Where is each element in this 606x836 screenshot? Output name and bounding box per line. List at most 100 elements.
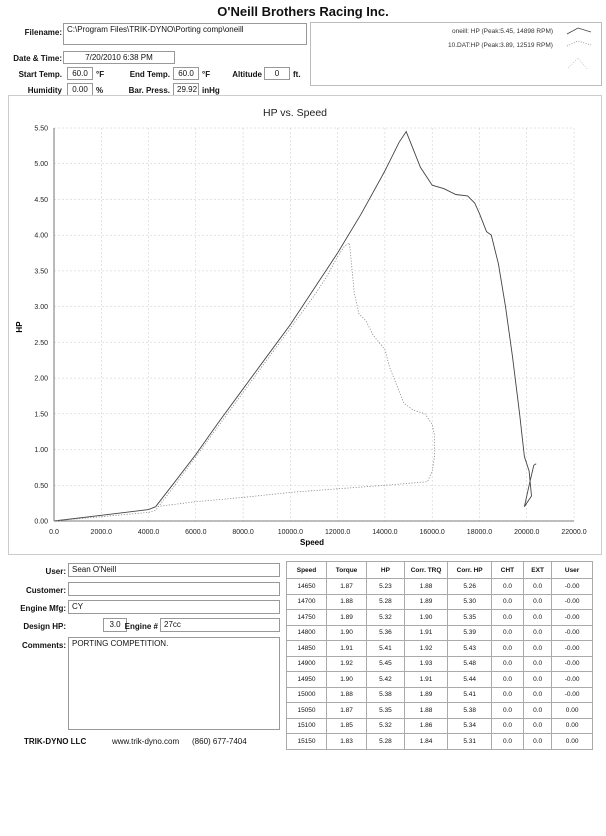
x-tick-label: 4000.0: [138, 529, 160, 536]
cell-corr-trq: 1.84: [403, 733, 449, 750]
user-field[interactable]: Sean O'Neill: [68, 563, 280, 577]
customer-field[interactable]: [68, 582, 280, 596]
end-temp-unit: °F: [202, 70, 211, 79]
col-header-hp: HP: [366, 561, 405, 579]
comments-label: Comments:: [21, 641, 66, 650]
cell-corr-hp: 5.44: [447, 671, 492, 688]
series-line-2: [53, 242, 435, 522]
cell-cht: 0.0: [490, 717, 525, 734]
cell-speed: 14700: [286, 593, 327, 610]
cell-corr-trq: 1.92: [403, 640, 449, 657]
bar-press-label: Bar. Press.: [128, 86, 170, 95]
comments-field[interactable]: PORTING COMPETITION.: [68, 637, 280, 730]
y-tick-label: 4.00: [34, 233, 48, 240]
table-row: 15000 1.88 5.38 1.89 5.41 0.0 0.0 -0.00: [286, 686, 593, 703]
cell-cht: 0.0: [490, 609, 525, 626]
cell-torque: 1.87: [325, 702, 368, 719]
x-tick-label: 16000.0: [420, 529, 445, 536]
cell-corr-hp: 5.35: [447, 609, 492, 626]
cell-hp: 5.35: [366, 702, 405, 719]
cell-cht: 0.0: [490, 593, 525, 610]
start-temp-unit: °F: [96, 70, 105, 79]
table-row: 14750 1.89 5.32 1.90 5.35 0.0 0.0 -0.00: [286, 609, 593, 626]
engine-mfg-field[interactable]: CY: [68, 600, 280, 614]
cell-speed: 15050: [286, 702, 327, 719]
y-tick-label: 2.50: [34, 340, 48, 347]
y-tick-label: 5.50: [34, 126, 48, 133]
filename-field[interactable]: C:\Program Files\TRIK-DYNO\Porting comp\…: [63, 23, 307, 45]
altitude-field[interactable]: 0: [264, 67, 290, 80]
cell-corr-trq: 1.86: [403, 717, 449, 734]
footer-website[interactable]: www.trik-dyno.com: [112, 737, 180, 746]
cell-torque: 1.92: [325, 655, 368, 672]
y-axis-label: HP: [15, 321, 24, 333]
x-axis-label: Speed: [300, 538, 324, 547]
design-hp-field[interactable]: 3.0: [103, 618, 127, 632]
cell-torque: 1.91: [325, 640, 368, 657]
cell-ext: 0.0: [522, 733, 553, 750]
y-tick-label: 5.00: [34, 161, 48, 168]
legend-entry-2: 10.DAT:HP (Peak:3.89, 12519 RPM): [448, 42, 553, 49]
cell-torque: 1.88: [325, 593, 368, 610]
humidity-label: Humidity: [27, 86, 62, 95]
cell-ext: 0.0: [522, 593, 553, 610]
cell-corr-trq: 1.88: [403, 702, 449, 719]
table-row: 15100 1.85 5.32 1.86 5.34 0.0 0.0 0.00: [286, 717, 593, 734]
table-row: 14700 1.88 5.28 1.89 5.30 0.0 0.0 -0.00: [286, 593, 593, 610]
col-header-corr-hp: Corr. HP: [447, 561, 492, 579]
x-tick-label: 8000.0: [232, 529, 254, 536]
cell-user: -0.00: [551, 593, 593, 610]
filename-label: Filename:: [24, 28, 62, 37]
cell-cht: 0.0: [490, 578, 525, 595]
cell-hp: 5.38: [366, 686, 405, 703]
cell-corr-hp: 5.48: [447, 655, 492, 672]
footer-phone: (860) 677-7404: [192, 737, 247, 746]
design-hp-label: Design HP:: [23, 622, 66, 631]
cell-corr-hp: 5.34: [447, 717, 492, 734]
end-temp-field[interactable]: 60.0: [173, 67, 199, 80]
cell-ext: 0.0: [522, 609, 553, 626]
cell-ext: 0.0: [522, 655, 553, 672]
cell-ext: 0.0: [522, 717, 553, 734]
cell-user: -0.00: [551, 609, 593, 626]
cell-speed: 14900: [286, 655, 327, 672]
chart-frame: [8, 95, 602, 555]
cell-ext: 0.0: [522, 671, 553, 688]
cell-hp: 5.28: [366, 593, 405, 610]
start-temp-field[interactable]: 60.0: [67, 67, 93, 80]
cell-speed: 14950: [286, 671, 327, 688]
cell-user: -0.00: [551, 671, 593, 688]
cell-user: 0.00: [551, 717, 593, 734]
cell-ext: 0.0: [522, 578, 553, 595]
chart-title: HP vs. Speed: [263, 107, 327, 119]
bar-press-field[interactable]: 29.92: [173, 83, 199, 96]
table-row: 14850 1.91 5.41 1.92 5.43 0.0 0.0 -0.00: [286, 640, 593, 657]
footer-company: TRIK-DYNO LLC: [24, 737, 87, 746]
cell-corr-trq: 1.88: [403, 578, 449, 595]
cell-torque: 1.83: [325, 733, 368, 750]
bar-press-unit: inHg: [202, 86, 220, 95]
cell-speed: 15150: [286, 733, 327, 750]
datetime-field[interactable]: 7/20/2010 6:38 PM: [63, 51, 175, 64]
cell-cht: 0.0: [490, 733, 525, 750]
table-row: 14800 1.90 5.36 1.91 5.39 0.0 0.0 -0.00: [286, 624, 593, 641]
y-tick-label: 1.00: [34, 447, 48, 454]
cell-speed: 14750: [286, 609, 327, 626]
cell-ext: 0.0: [522, 702, 553, 719]
cell-user: -0.00: [551, 578, 593, 595]
x-tick-label: 10000.0: [278, 529, 303, 536]
cell-hp: 5.45: [366, 655, 405, 672]
cell-corr-trq: 1.89: [403, 686, 449, 703]
altitude-unit: ft.: [293, 70, 301, 79]
cell-torque: 1.88: [325, 686, 368, 703]
y-tick-label: 4.50: [34, 197, 48, 204]
cell-hp: 5.32: [366, 609, 405, 626]
y-tick-label: 1.50: [34, 411, 48, 418]
col-header-corr-trq: Corr. TRQ: [403, 561, 449, 579]
engine-num-field[interactable]: 27cc: [160, 618, 280, 632]
cell-cht: 0.0: [490, 671, 525, 688]
cell-user: -0.00: [551, 640, 593, 657]
col-header-ext: EXT: [522, 561, 553, 579]
x-tick-label: 2000.0: [91, 529, 113, 536]
customer-label: Customer:: [25, 586, 66, 595]
